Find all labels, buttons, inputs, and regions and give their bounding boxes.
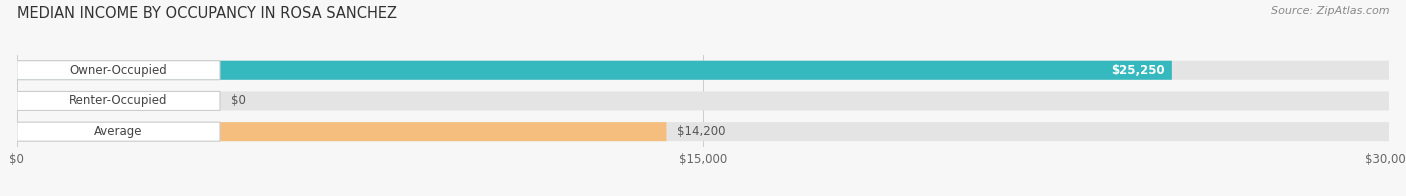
FancyBboxPatch shape (17, 61, 1389, 80)
FancyBboxPatch shape (17, 122, 219, 141)
Text: Owner-Occupied: Owner-Occupied (69, 64, 167, 77)
Text: Renter-Occupied: Renter-Occupied (69, 94, 167, 107)
Text: Source: ZipAtlas.com: Source: ZipAtlas.com (1271, 6, 1389, 16)
Text: $25,250: $25,250 (1111, 64, 1166, 77)
FancyBboxPatch shape (17, 122, 666, 141)
Text: Average: Average (94, 125, 142, 138)
FancyBboxPatch shape (17, 91, 219, 111)
Text: MEDIAN INCOME BY OCCUPANCY IN ROSA SANCHEZ: MEDIAN INCOME BY OCCUPANCY IN ROSA SANCH… (17, 6, 396, 21)
Text: $14,200: $14,200 (678, 125, 725, 138)
FancyBboxPatch shape (17, 122, 1389, 141)
FancyBboxPatch shape (17, 61, 219, 80)
FancyBboxPatch shape (17, 61, 1171, 80)
FancyBboxPatch shape (17, 91, 83, 111)
Text: $0: $0 (231, 94, 246, 107)
FancyBboxPatch shape (17, 91, 1389, 111)
